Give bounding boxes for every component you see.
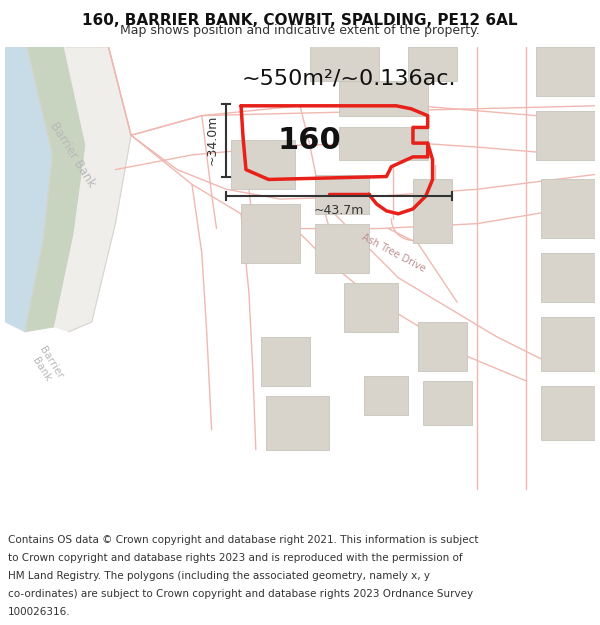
Text: Barrier Bank: Barrier Bank	[47, 120, 97, 190]
Polygon shape	[413, 179, 452, 243]
Polygon shape	[315, 224, 369, 272]
Text: ~43.7m: ~43.7m	[314, 204, 364, 217]
Text: co-ordinates) are subject to Crown copyright and database rights 2023 Ordnance S: co-ordinates) are subject to Crown copyr…	[8, 589, 473, 599]
Polygon shape	[241, 204, 300, 263]
Polygon shape	[55, 47, 131, 332]
Polygon shape	[339, 81, 428, 116]
Text: ~34.0m: ~34.0m	[205, 115, 218, 166]
Text: Barrier
Bank: Barrier Bank	[28, 345, 65, 387]
Polygon shape	[266, 396, 329, 449]
Polygon shape	[261, 337, 310, 386]
Polygon shape	[541, 386, 595, 440]
Text: 100026316.: 100026316.	[8, 607, 70, 617]
Polygon shape	[541, 253, 595, 302]
Text: Bar...: Bar...	[29, 245, 50, 271]
Text: ~550m²/~0.136ac.: ~550m²/~0.136ac.	[242, 68, 457, 88]
Polygon shape	[536, 111, 595, 160]
Polygon shape	[339, 127, 428, 160]
Polygon shape	[315, 174, 369, 214]
Polygon shape	[364, 376, 408, 415]
Text: Map shows position and indicative extent of the property.: Map shows position and indicative extent…	[120, 24, 480, 36]
Polygon shape	[5, 47, 52, 332]
Polygon shape	[423, 381, 472, 425]
Text: HM Land Registry. The polygons (including the associated geometry, namely x, y: HM Land Registry. The polygons (includin…	[8, 571, 430, 581]
Polygon shape	[344, 282, 398, 332]
Polygon shape	[408, 47, 457, 81]
Polygon shape	[25, 47, 86, 332]
Text: to Crown copyright and database rights 2023 and is reproduced with the permissio: to Crown copyright and database rights 2…	[8, 553, 463, 563]
Polygon shape	[536, 47, 595, 96]
Text: 160: 160	[278, 126, 341, 154]
Text: Contains OS data © Crown copyright and database right 2021. This information is : Contains OS data © Crown copyright and d…	[8, 535, 478, 545]
Polygon shape	[541, 317, 595, 371]
Text: Ash Tree Drive: Ash Tree Drive	[360, 232, 427, 274]
Polygon shape	[418, 322, 467, 371]
Text: 160, BARRIER BANK, COWBIT, SPALDING, PE12 6AL: 160, BARRIER BANK, COWBIT, SPALDING, PE1…	[82, 13, 518, 28]
Polygon shape	[541, 179, 595, 238]
Polygon shape	[310, 42, 379, 81]
Polygon shape	[231, 140, 295, 189]
